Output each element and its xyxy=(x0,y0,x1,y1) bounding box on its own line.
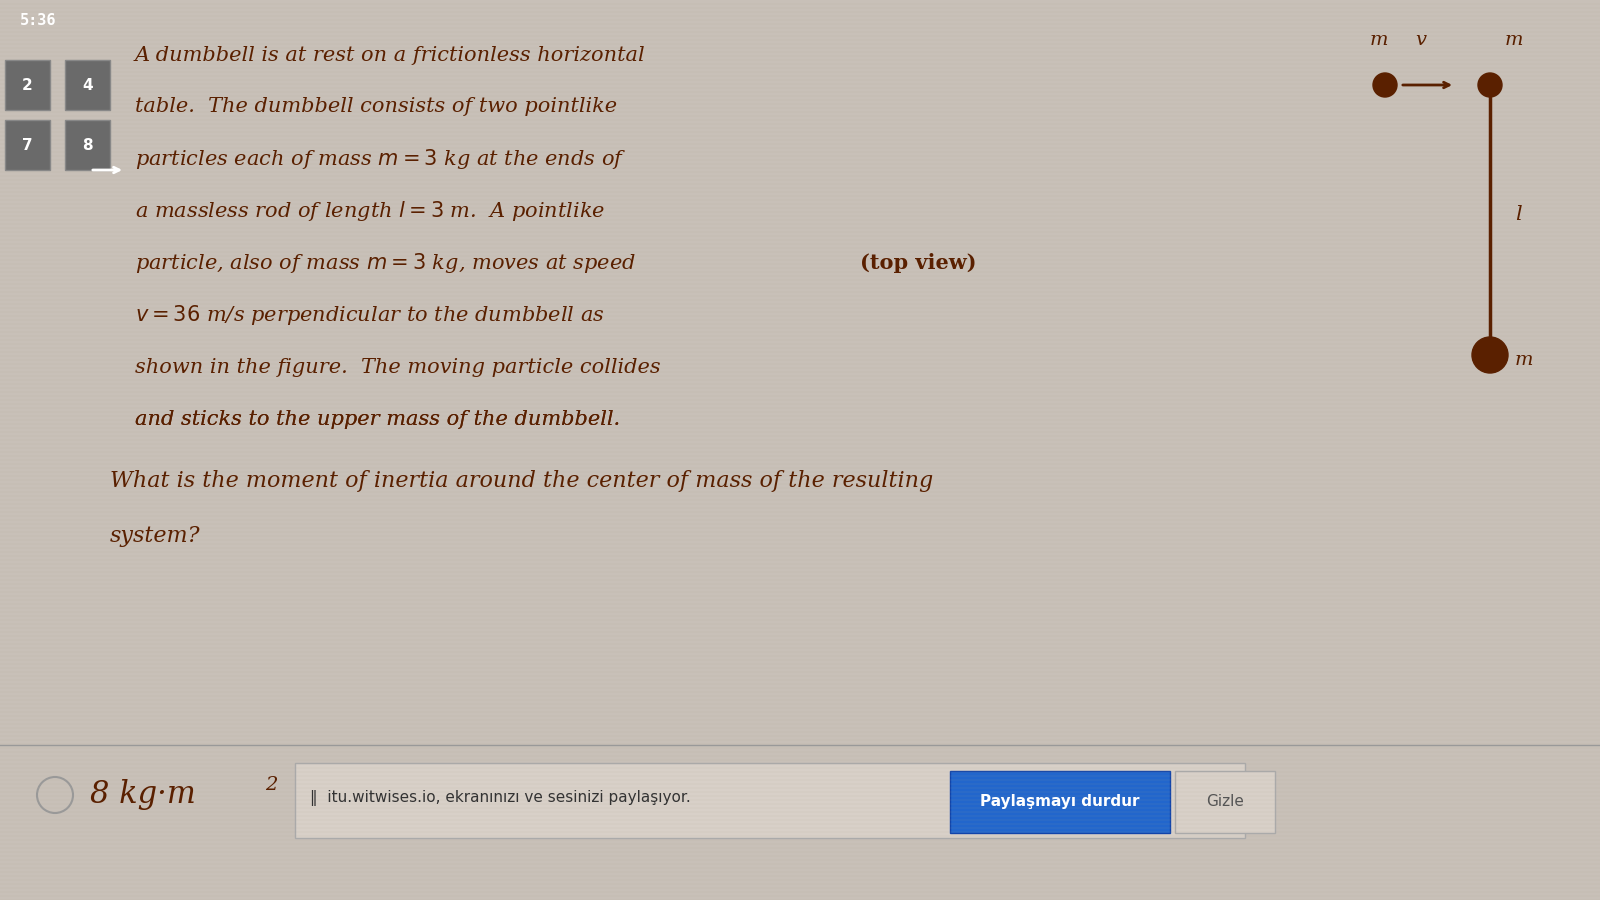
Text: l: l xyxy=(1515,205,1522,224)
Text: shown in the figure.  The moving particle collides: shown in the figure. The moving particle… xyxy=(134,357,661,376)
Circle shape xyxy=(1472,337,1507,373)
Text: v: v xyxy=(1414,31,1426,49)
Text: and sticks to the upper mass of the dumbbell.: and sticks to the upper mass of the dumb… xyxy=(134,410,621,428)
Bar xyxy=(5,120,50,170)
Text: 4: 4 xyxy=(82,77,93,93)
Text: table.  The dumbbell consists of two pointlike: table. The dumbbell consists of two poin… xyxy=(134,97,618,116)
Bar xyxy=(66,120,110,170)
Text: a massless rod of length $l = 3$ m.  A pointlike: a massless rod of length $l = 3$ m. A po… xyxy=(134,199,605,223)
Text: 2: 2 xyxy=(22,77,34,93)
Text: 8 kg·m: 8 kg·m xyxy=(90,779,195,811)
Text: What is the moment of inertia around the center of mass of the resulting: What is the moment of inertia around the… xyxy=(110,470,933,492)
Circle shape xyxy=(1373,73,1397,97)
Bar xyxy=(294,763,1245,838)
Text: 5:36: 5:36 xyxy=(19,13,56,28)
Bar xyxy=(950,771,1170,833)
Text: m: m xyxy=(1370,31,1389,49)
Text: particles each of mass $m = 3$ kg at the ends of: particles each of mass $m = 3$ kg at the… xyxy=(134,147,627,171)
Text: (top view): (top view) xyxy=(861,253,976,273)
Text: 8: 8 xyxy=(82,138,93,152)
Text: and sticks to the upper mass of the dumbbell.: and sticks to the upper mass of the dumb… xyxy=(134,410,621,428)
Bar xyxy=(1174,771,1275,833)
Text: A dumbbell is at rest on a frictionless horizontal: A dumbbell is at rest on a frictionless … xyxy=(134,46,646,65)
Text: particle, also of mass $m = 3$ kg, moves at speed: particle, also of mass $m = 3$ kg, moves… xyxy=(134,251,635,275)
Text: Gizle: Gizle xyxy=(1206,794,1243,809)
Text: 2: 2 xyxy=(266,776,277,794)
Text: $v = 36$ m/s perpendicular to the dumbbell as: $v = 36$ m/s perpendicular to the dumbbe… xyxy=(134,303,605,327)
Text: ‖  itu.witwises.io, ekranınızı ve sesinizi paylaşıyor.: ‖ itu.witwises.io, ekranınızı ve sesiniz… xyxy=(310,790,691,806)
Text: m: m xyxy=(1515,351,1533,369)
Bar xyxy=(66,60,110,110)
Bar xyxy=(5,60,50,110)
Text: m: m xyxy=(1506,31,1523,49)
Text: system?: system? xyxy=(110,525,200,547)
Circle shape xyxy=(1478,73,1502,97)
Text: Paylaşmayı durdur: Paylaşmayı durdur xyxy=(981,794,1139,809)
Text: 7: 7 xyxy=(22,138,34,152)
